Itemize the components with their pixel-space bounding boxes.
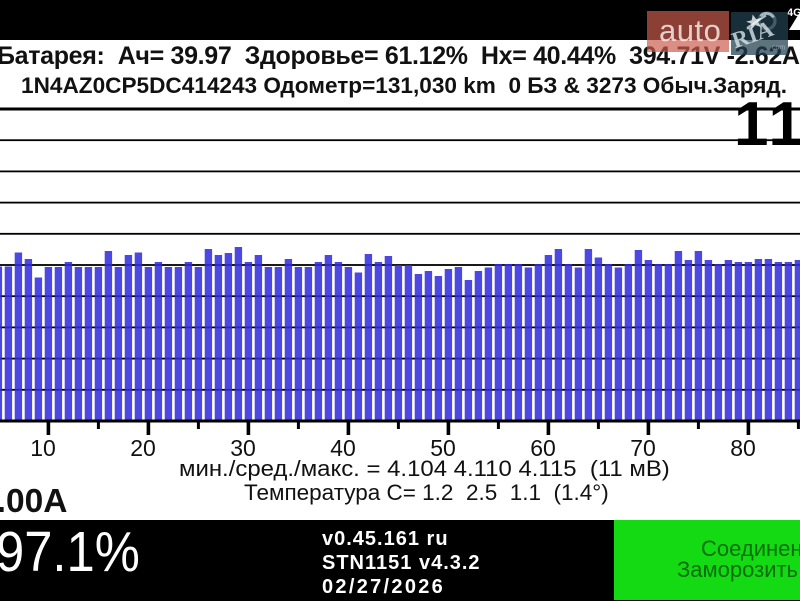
svg-text:RIA: RIA [728,16,776,53]
svg-text:com: com [772,45,785,52]
